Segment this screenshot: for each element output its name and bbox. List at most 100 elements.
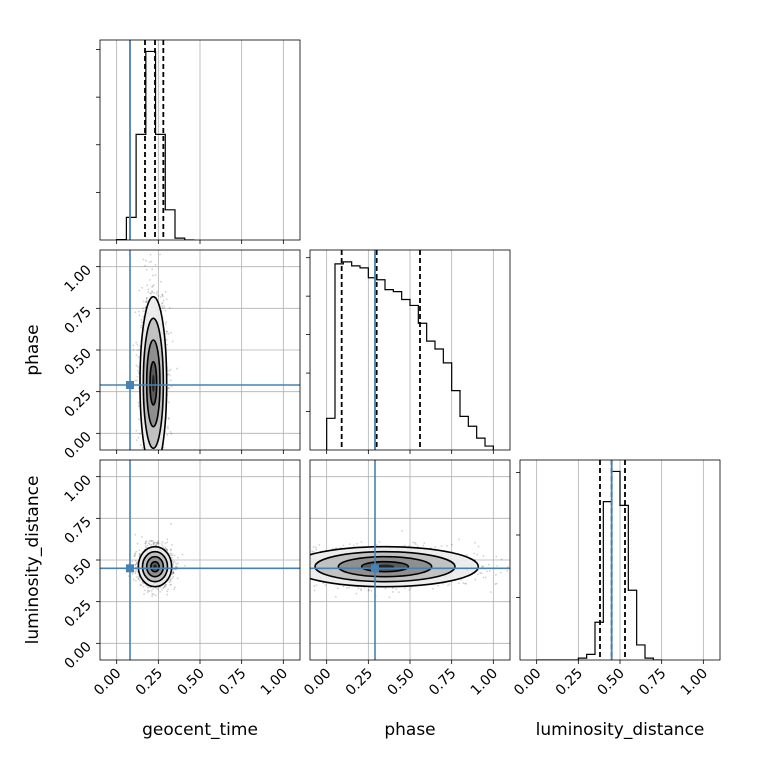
x-tick-label-luminosity_distance: 1.00 bbox=[678, 666, 711, 699]
sample-point bbox=[134, 572, 136, 574]
sample-point bbox=[392, 591, 394, 593]
sample-point bbox=[458, 538, 460, 540]
sample-point bbox=[538, 576, 540, 578]
hist-bar-geocent_time bbox=[126, 217, 136, 240]
sample-point bbox=[147, 288, 149, 290]
sample-point bbox=[143, 469, 145, 471]
sample-point bbox=[150, 486, 152, 488]
sample-point bbox=[151, 286, 153, 288]
x-axis-label-geocent-time: geocent_time bbox=[142, 720, 258, 740]
sample-point bbox=[134, 555, 136, 557]
sample-point bbox=[135, 580, 137, 582]
sample-point bbox=[168, 401, 170, 403]
sample-point bbox=[138, 290, 140, 292]
sample-point bbox=[290, 579, 292, 581]
sample-point bbox=[306, 568, 308, 570]
sample-point bbox=[157, 588, 159, 590]
sample-point bbox=[137, 344, 139, 346]
sample-point bbox=[153, 529, 155, 531]
sample-point bbox=[150, 293, 152, 295]
sample-point bbox=[164, 543, 166, 545]
sample-point bbox=[141, 536, 143, 538]
sample-point bbox=[152, 490, 154, 492]
sample-point bbox=[131, 561, 133, 563]
sample-point bbox=[142, 310, 144, 312]
sample-point bbox=[305, 588, 307, 590]
hist-bar-luminosity_distance bbox=[587, 654, 595, 660]
sample-point bbox=[156, 543, 158, 545]
sample-point bbox=[301, 566, 303, 568]
truth-marker bbox=[126, 381, 134, 389]
sample-point bbox=[146, 540, 148, 542]
sample-point bbox=[307, 555, 309, 557]
x-tick-label-luminosity_distance: 0.50 bbox=[594, 666, 627, 699]
sample-point bbox=[229, 581, 231, 583]
y-tick-label-phase: 0.25 bbox=[61, 387, 94, 420]
sample-point bbox=[313, 551, 315, 553]
sample-point bbox=[169, 581, 171, 583]
sample-point bbox=[166, 298, 168, 300]
sample-point bbox=[342, 545, 344, 547]
sample-point bbox=[146, 486, 148, 488]
sample-point bbox=[153, 468, 155, 470]
sample-point bbox=[474, 542, 476, 544]
sample-point bbox=[154, 456, 156, 458]
sample-point bbox=[306, 562, 308, 564]
sample-point bbox=[165, 321, 167, 323]
sample-point bbox=[153, 453, 155, 455]
sample-point bbox=[302, 553, 304, 555]
sample-point bbox=[409, 589, 411, 591]
sample-point bbox=[496, 565, 498, 567]
sample-point bbox=[463, 582, 465, 584]
sample-point bbox=[297, 582, 299, 584]
sample-point bbox=[135, 430, 137, 432]
y-tick-label-phase: 1.00 bbox=[61, 262, 94, 295]
sample-point bbox=[404, 545, 406, 547]
sample-point bbox=[446, 545, 448, 547]
sample-point bbox=[316, 584, 318, 586]
sample-point bbox=[276, 557, 278, 559]
sample-point bbox=[423, 542, 425, 544]
sample-point bbox=[422, 545, 424, 547]
hist-bar-geocent_time bbox=[146, 51, 156, 240]
sample-point bbox=[517, 568, 519, 570]
sample-point bbox=[137, 578, 139, 580]
sample-point bbox=[263, 550, 265, 552]
sample-point bbox=[170, 549, 172, 551]
sample-point bbox=[141, 324, 143, 326]
sample-point bbox=[161, 305, 163, 307]
sample-point bbox=[301, 572, 303, 574]
sample-point bbox=[404, 587, 406, 589]
sample-point bbox=[155, 274, 157, 276]
sample-point bbox=[311, 550, 313, 552]
sample-point bbox=[166, 591, 168, 593]
sample-point bbox=[147, 462, 149, 464]
sample-point bbox=[155, 466, 157, 468]
sample-point bbox=[155, 469, 157, 471]
sample-point bbox=[152, 489, 154, 491]
sample-point bbox=[165, 323, 167, 325]
sample-point bbox=[169, 553, 171, 555]
sample-point bbox=[146, 493, 148, 495]
y-tick-label-luminosity_distance: 0.50 bbox=[61, 556, 94, 589]
hist-bar-phase bbox=[360, 268, 368, 450]
sample-point bbox=[307, 561, 309, 563]
sample-point bbox=[132, 573, 134, 575]
sample-point bbox=[172, 554, 174, 556]
sample-point bbox=[296, 571, 298, 573]
sample-point bbox=[308, 580, 310, 582]
sample-point bbox=[477, 574, 479, 576]
sample-point bbox=[165, 291, 167, 293]
sample-point bbox=[144, 265, 146, 267]
sample-point bbox=[169, 374, 171, 376]
sample-point bbox=[159, 253, 161, 255]
sample-point bbox=[159, 591, 161, 593]
sample-point bbox=[148, 590, 150, 592]
sample-point bbox=[147, 455, 149, 457]
sample-point bbox=[157, 540, 159, 542]
sample-point bbox=[155, 463, 157, 465]
sample-point bbox=[398, 591, 400, 593]
x-tick-label-phase: 0.00 bbox=[301, 666, 334, 699]
sample-point bbox=[305, 571, 307, 573]
sample-point bbox=[151, 472, 153, 474]
